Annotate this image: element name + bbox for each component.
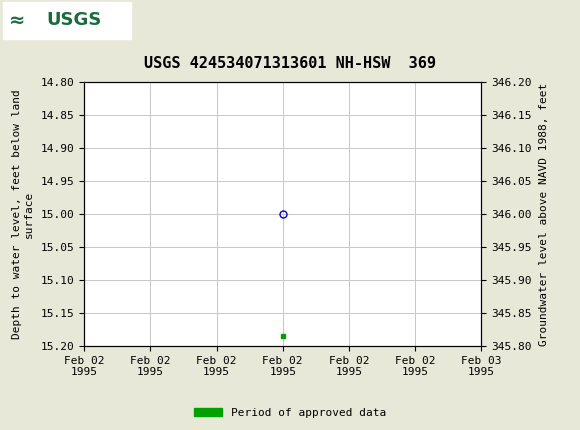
Y-axis label: Depth to water level, feet below land
surface: Depth to water level, feet below land su… (12, 89, 34, 339)
Y-axis label: Groundwater level above NAVD 1988, feet: Groundwater level above NAVD 1988, feet (539, 82, 549, 346)
Text: USGS 424534071313601 NH-HSW  369: USGS 424534071313601 NH-HSW 369 (144, 56, 436, 71)
Text: ≈: ≈ (9, 11, 25, 30)
Text: USGS: USGS (46, 12, 102, 29)
Legend: Period of approved data: Period of approved data (190, 403, 390, 422)
Bar (3, 2, 130, 39)
